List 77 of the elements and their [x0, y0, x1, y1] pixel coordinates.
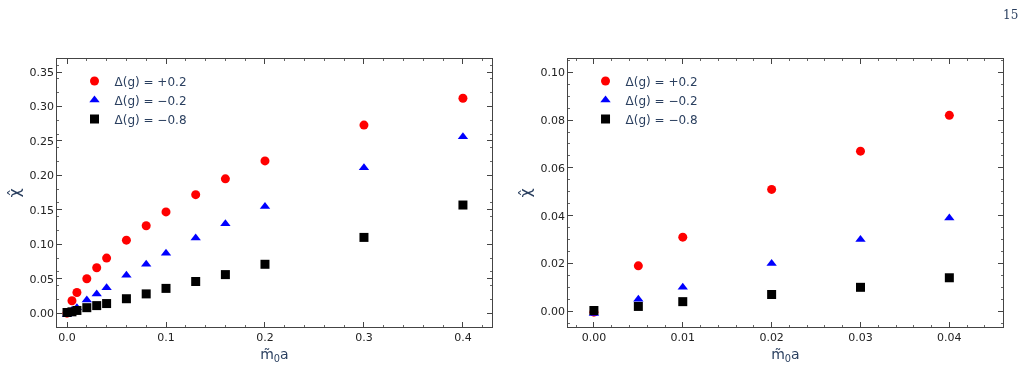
point	[161, 207, 171, 217]
x-tick-label: 0.04	[937, 331, 962, 345]
x-tick-label: 0.0	[58, 331, 76, 345]
legend-label: Δ(g) = −0.2	[625, 93, 698, 108]
point	[678, 297, 688, 307]
x-axis-title: m̃$_{0}$a	[771, 346, 800, 365]
x-tick-label: 0.03	[848, 331, 873, 345]
point	[102, 253, 112, 263]
x-tick-label: 0.00	[581, 331, 607, 345]
point	[678, 232, 688, 242]
point	[767, 184, 777, 194]
point	[260, 156, 270, 166]
point	[458, 200, 468, 210]
y-tick-label: 0.10	[540, 66, 565, 80]
point	[72, 288, 82, 298]
y-tick-label: 0.06	[540, 161, 565, 175]
point	[141, 259, 152, 267]
point	[944, 110, 954, 120]
legend-label: Δ(g) = −0.2	[114, 93, 187, 108]
point	[161, 283, 171, 293]
point	[220, 270, 230, 280]
point	[121, 270, 132, 278]
x-tick-label: 0.2	[256, 331, 274, 345]
point	[141, 221, 151, 231]
point	[191, 277, 201, 286]
point	[458, 93, 468, 103]
point	[359, 232, 369, 242]
y-axis-title: χ̂	[516, 188, 536, 198]
point	[633, 294, 644, 302]
point	[121, 235, 131, 245]
point	[220, 174, 230, 184]
point	[677, 282, 688, 290]
y-tick-label: 0.00	[540, 305, 565, 319]
point	[67, 296, 77, 306]
point	[260, 259, 270, 269]
y-axis-title: χ̂	[5, 188, 25, 198]
legend-label: Δ(g) = +0.2	[114, 74, 187, 89]
point	[141, 289, 151, 299]
x-axis-title: m̃$_{0}$a	[260, 346, 289, 365]
y-tick-label: 0.02	[540, 257, 565, 271]
point	[72, 305, 82, 315]
point	[191, 190, 201, 200]
point	[766, 258, 777, 266]
y-tick-label: 0.30	[29, 100, 54, 114]
point	[633, 301, 643, 311]
point	[82, 274, 92, 284]
y-tick-label: 0.25	[29, 134, 54, 148]
legend-label: Δ(g) = −0.8	[114, 112, 187, 127]
x-tick-label: 0.01	[670, 331, 696, 345]
point	[855, 146, 865, 156]
text: 15	[1003, 8, 1019, 22]
y-tick-label: 0.04	[540, 209, 565, 223]
y-tick-label: 0.10	[29, 238, 54, 252]
y-tick-label: 0.00	[29, 307, 54, 321]
y-tick-label: 0.15	[29, 203, 54, 217]
x-tick-label: 0.3	[355, 331, 373, 345]
y-tick-label: 0.08	[540, 113, 565, 127]
point	[121, 294, 131, 304]
point	[767, 289, 777, 299]
point	[102, 299, 112, 309]
legend-label: Δ(g) = +0.2	[625, 74, 698, 89]
y-tick-label: 0.20	[29, 169, 54, 183]
point	[944, 273, 954, 283]
point	[359, 120, 369, 130]
point	[92, 263, 102, 273]
point	[633, 261, 643, 271]
y-tick-label: 0.35	[29, 65, 54, 79]
point	[944, 213, 955, 221]
x-tick-label: 0.1	[157, 331, 175, 345]
y-tick-label: 0.05	[29, 272, 54, 286]
x-tick-label: 0.4	[454, 331, 472, 345]
point	[82, 303, 92, 313]
point	[91, 289, 102, 297]
point	[855, 282, 865, 292]
x-tick-label: 0.02	[759, 331, 784, 345]
legend-label: Δ(g) = −0.8	[625, 112, 698, 127]
point	[92, 301, 102, 311]
